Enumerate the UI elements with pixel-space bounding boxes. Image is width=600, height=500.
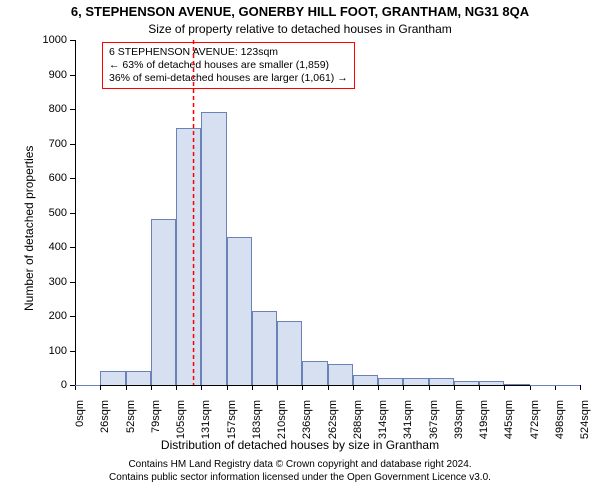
- x-tick-label: 314sqm: [377, 400, 389, 445]
- footer-line: Contains public sector information licen…: [0, 472, 600, 485]
- x-tick: [151, 385, 152, 390]
- x-tick: [252, 385, 253, 390]
- footer-line: Contains HM Land Registry data © Crown c…: [0, 459, 600, 472]
- histogram-bar: [151, 219, 176, 385]
- x-tick-label: 288sqm: [352, 400, 364, 445]
- y-tick: [70, 351, 75, 352]
- histogram-bar: [302, 361, 327, 385]
- x-tick-label: 183sqm: [251, 400, 263, 445]
- histogram-bar: [176, 128, 201, 385]
- y-tick-label: 800: [33, 103, 67, 115]
- annotation-box: 6 STEPHENSON AVENUE: 123sqm← 63% of deta…: [102, 42, 355, 89]
- x-tick: [378, 385, 379, 390]
- x-tick-label: 131sqm: [200, 400, 212, 445]
- x-tick: [277, 385, 278, 390]
- y-tick-label: 200: [33, 310, 67, 322]
- y-tick-label: 300: [33, 276, 67, 288]
- x-tick: [126, 385, 127, 390]
- x-tick-label: 157sqm: [226, 400, 238, 445]
- x-tick: [100, 385, 101, 390]
- x-tick-label: 236sqm: [301, 400, 313, 445]
- y-tick: [70, 75, 75, 76]
- histogram-bar: [555, 385, 580, 386]
- x-tick: [504, 385, 505, 390]
- y-tick-label: 900: [33, 69, 67, 81]
- x-tick-label: 79sqm: [150, 400, 162, 445]
- histogram-bar: [504, 384, 529, 385]
- histogram-bar: [100, 371, 125, 385]
- histogram-bar: [454, 381, 479, 385]
- x-tick: [403, 385, 404, 390]
- y-tick-label: 600: [33, 172, 67, 184]
- histogram-bar: [479, 381, 504, 385]
- x-tick: [580, 385, 581, 390]
- x-tick-label: 210sqm: [276, 400, 288, 445]
- x-tick: [176, 385, 177, 390]
- x-tick-label: 105sqm: [175, 400, 187, 445]
- y-tick: [70, 282, 75, 283]
- x-tick: [227, 385, 228, 390]
- x-tick: [328, 385, 329, 390]
- chart-subtitle: Size of property relative to detached ho…: [0, 22, 600, 36]
- annotation-line: ← 63% of detached houses are smaller (1,…: [109, 59, 348, 72]
- x-tick: [454, 385, 455, 390]
- x-tick-label: 393sqm: [453, 400, 465, 445]
- x-tick-label: 341sqm: [402, 400, 414, 445]
- histogram-bar: [75, 385, 100, 386]
- y-tick: [70, 213, 75, 214]
- y-tick: [70, 178, 75, 179]
- x-tick-label: 498sqm: [554, 400, 566, 445]
- histogram-bar: [201, 112, 226, 385]
- histogram-bar: [252, 311, 277, 385]
- y-axis: [75, 40, 76, 385]
- histogram-bar: [429, 378, 454, 385]
- x-tick-label: 26sqm: [99, 400, 111, 445]
- chart-title: 6, STEPHENSON AVENUE, GONERBY HILL FOOT,…: [0, 4, 600, 19]
- footer-attribution: Contains HM Land Registry data © Crown c…: [0, 459, 600, 484]
- y-tick-label: 700: [33, 138, 67, 150]
- y-tick-label: 400: [33, 241, 67, 253]
- y-tick-label: 100: [33, 345, 67, 357]
- x-tick-label: 367sqm: [428, 400, 440, 445]
- x-tick: [479, 385, 480, 390]
- histogram-bar: [227, 237, 252, 385]
- histogram-bar: [530, 385, 555, 386]
- y-tick: [70, 40, 75, 41]
- y-tick-label: 500: [33, 207, 67, 219]
- histogram-bar: [277, 321, 302, 385]
- y-tick-label: 1000: [33, 34, 67, 46]
- annotation-line: 6 STEPHENSON AVENUE: 123sqm: [109, 46, 348, 59]
- x-tick-label: 52sqm: [125, 400, 137, 445]
- y-tick: [70, 109, 75, 110]
- x-tick-label: 262sqm: [327, 400, 339, 445]
- histogram-bar: [126, 371, 151, 385]
- y-tick: [70, 144, 75, 145]
- histogram-bar: [378, 378, 403, 385]
- x-tick: [302, 385, 303, 390]
- x-tick-label: 445sqm: [503, 400, 515, 445]
- histogram-bar: [353, 375, 378, 385]
- x-tick-label: 419sqm: [478, 400, 490, 445]
- x-tick: [429, 385, 430, 390]
- y-tick-label: 0: [33, 379, 67, 391]
- annotation-line: 36% of semi-detached houses are larger (…: [109, 72, 348, 85]
- x-tick-label: 524sqm: [579, 400, 591, 445]
- y-tick: [70, 316, 75, 317]
- x-tick: [353, 385, 354, 390]
- x-tick-label: 0sqm: [74, 400, 86, 445]
- x-tick: [201, 385, 202, 390]
- y-tick: [70, 247, 75, 248]
- chart-container: 6, STEPHENSON AVENUE, GONERBY HILL FOOT,…: [0, 0, 600, 500]
- histogram-bar: [403, 378, 428, 385]
- histogram-bar: [328, 364, 353, 385]
- x-tick-label: 472sqm: [529, 400, 541, 445]
